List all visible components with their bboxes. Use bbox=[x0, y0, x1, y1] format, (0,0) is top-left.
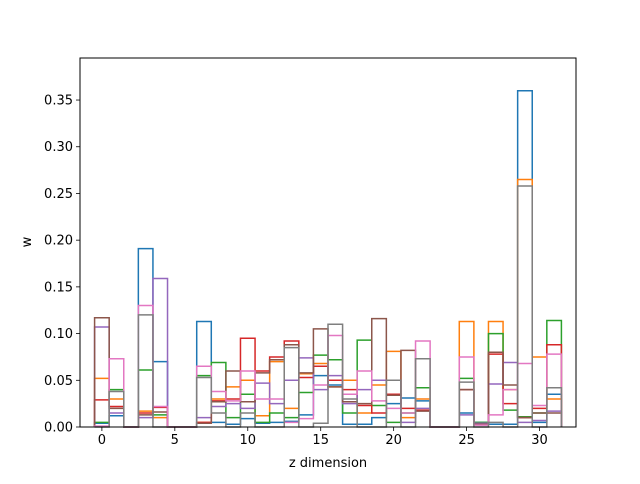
y-axis-ticks: 0.00 0.05 0.10 0.15 0.20 0.25 0.30 0.35 bbox=[44, 94, 80, 436]
x-tick-label: 30 bbox=[531, 433, 548, 448]
x-axis-label: z dimension bbox=[289, 456, 367, 471]
y-tick-label: 0.25 bbox=[44, 187, 73, 202]
y-tick-label: 0.35 bbox=[44, 94, 73, 109]
x-tick-label: 20 bbox=[385, 433, 402, 448]
x-tick-label: 25 bbox=[458, 433, 475, 448]
y-tick-label: 0.10 bbox=[44, 327, 73, 342]
y-tick-label: 0.30 bbox=[44, 140, 73, 155]
y-axis-label: w bbox=[20, 236, 35, 247]
x-tick-label: 10 bbox=[239, 433, 256, 448]
x-tick-label: 0 bbox=[98, 433, 106, 448]
axes-frame bbox=[79, 57, 577, 428]
x-tick-label: 15 bbox=[312, 433, 329, 448]
y-tick-label: 0.00 bbox=[44, 421, 73, 436]
y-tick-label: 0.05 bbox=[44, 374, 73, 389]
y-tick-label: 0.20 bbox=[44, 234, 73, 249]
x-axis-ticks: 0 5 10 15 20 25 30 bbox=[98, 427, 548, 448]
x-tick-label: 5 bbox=[171, 433, 179, 448]
y-tick-label: 0.15 bbox=[44, 280, 73, 295]
